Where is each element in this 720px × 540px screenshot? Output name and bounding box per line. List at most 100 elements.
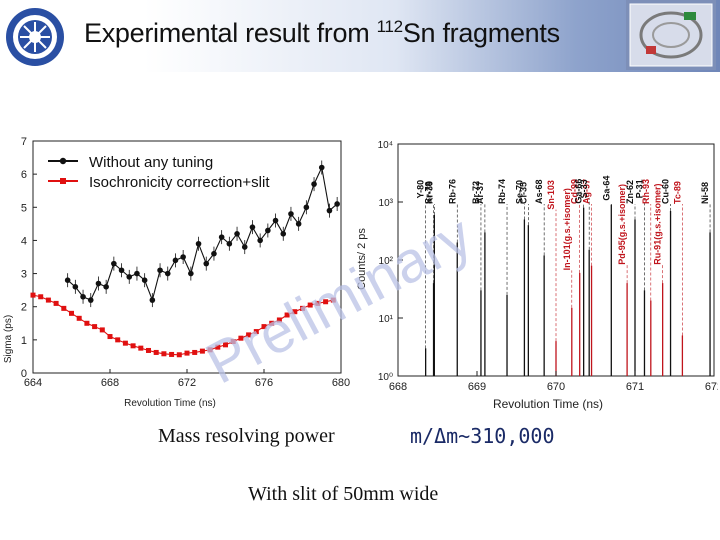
data-point-black <box>280 231 287 237</box>
peak-label: Ag-97 <box>582 179 592 204</box>
page-title: Experimental result from 112Sn fragments <box>84 17 560 49</box>
university-logo-icon <box>6 8 64 66</box>
right-y-axis-label: Counts/ 2 ps <box>356 228 368 290</box>
left-y-tick-label: 7 <box>21 136 27 148</box>
data-point-red <box>30 292 36 298</box>
data-point-black <box>111 260 117 267</box>
data-point-red <box>76 315 82 321</box>
left-y-tick-label: 2 <box>21 302 27 314</box>
data-point-black <box>226 240 233 247</box>
right-y-tick-label: 10⁰ <box>378 372 393 383</box>
data-point-black <box>318 164 325 171</box>
left-x-axis-label: Revolution Time (ns) <box>124 398 216 409</box>
left-x-tick-label: 664 <box>24 377 42 389</box>
data-point-red <box>307 302 313 308</box>
data-point-red <box>223 342 228 348</box>
data-point-black <box>334 201 340 207</box>
right-y-tick-label: 10³ <box>379 198 394 209</box>
peak-label: Rh-93 <box>641 179 651 204</box>
data-point-black <box>288 211 294 217</box>
data-point-red <box>161 351 167 357</box>
data-point-black <box>164 270 171 277</box>
series-line-red <box>32 294 334 356</box>
data-point-black <box>265 227 271 234</box>
left-y-tick-label: 6 <box>21 169 27 181</box>
data-point-black <box>257 237 263 244</box>
peak-label: Cu-60 <box>661 179 671 204</box>
storage-ring-photo-icon <box>626 0 716 70</box>
data-point-black <box>311 181 317 187</box>
data-point-red <box>53 300 59 306</box>
left-x-tick-label: 680 <box>332 377 350 389</box>
data-point-black <box>295 221 302 227</box>
data-point-black <box>195 240 202 247</box>
left-y-tick-label: 1 <box>21 335 27 347</box>
left-y-tick-label: 4 <box>21 235 27 247</box>
peak-label: P-31 <box>634 179 644 198</box>
right-x-axis-label: Revolution Time (ns) <box>493 397 603 411</box>
data-point-red <box>315 300 321 306</box>
data-point-red <box>130 343 136 349</box>
peak-label: Br-72 <box>471 181 481 204</box>
data-point-black <box>218 234 225 240</box>
data-point-red <box>99 327 105 333</box>
data-point-red <box>84 320 90 326</box>
legend-label-red: Isochronicity correction+slit <box>89 174 270 191</box>
title-banner <box>0 0 720 72</box>
data-point-black <box>249 224 256 230</box>
left-y-tick-label: 0 <box>21 368 27 380</box>
data-point-red <box>323 299 329 305</box>
data-point-red <box>45 297 51 303</box>
data-point-red <box>330 297 336 303</box>
data-point-black <box>72 284 79 290</box>
data-point-red <box>69 310 74 316</box>
title-suffix: Sn fragments <box>402 18 560 48</box>
data-point-black <box>303 204 310 211</box>
data-point-red <box>92 324 98 330</box>
title-prefix: Experimental result from <box>84 18 377 48</box>
data-point-black <box>64 277 71 283</box>
data-point-red <box>169 351 175 357</box>
left-x-tick-label: 668 <box>101 377 119 389</box>
peak-label: As-68 <box>534 179 544 204</box>
peak-label: Zn-62 <box>625 180 635 204</box>
peak-label: Ru-91(g.s.+isomer) <box>653 184 663 265</box>
right-x-tick-label: 670 <box>547 381 565 393</box>
peak-label: Sr-78 <box>424 181 434 204</box>
peak-label: Kr-39 <box>424 181 434 204</box>
peak-label: Cl-35 <box>518 182 528 204</box>
data-point-red <box>253 329 259 335</box>
data-point-red <box>146 347 151 353</box>
data-point-red <box>153 349 159 355</box>
peak-label: Ni-58 <box>700 182 710 204</box>
data-point-red <box>238 335 244 341</box>
data-point-black <box>149 297 156 303</box>
data-point-black <box>103 284 109 290</box>
legend-label-black: Without any tuning <box>89 154 213 171</box>
data-point-black <box>180 254 186 260</box>
data-point-black <box>157 267 163 274</box>
right-y-tick-label: 10⁴ <box>378 140 393 151</box>
watermark-text: Preliminary <box>200 203 482 397</box>
right-x-tick-label: 671 <box>626 381 644 393</box>
left-x-tick-label: 676 <box>255 377 273 389</box>
data-point-black <box>211 250 217 257</box>
title-superscript: 112 <box>376 17 404 36</box>
peak-label: In-101(g.s.+isomer) <box>562 188 572 270</box>
data-point-red <box>269 320 275 326</box>
right-x-tick-label: 672 <box>705 381 718 393</box>
data-point-black <box>326 207 333 214</box>
slit-caption: With slit of 50mm wide <box>248 483 439 505</box>
peak-label: Se-70 <box>514 180 524 204</box>
mass-resolving-value: m/Δm~310,000 <box>410 424 555 448</box>
data-point-red <box>284 312 290 318</box>
data-point-red <box>122 340 128 346</box>
data-point-red <box>184 350 190 356</box>
legend-marker-red <box>60 178 66 184</box>
left-y-tick-label: 5 <box>21 202 27 214</box>
data-point-black <box>141 277 148 283</box>
data-point-red <box>246 332 252 338</box>
peak-label: Sn-103 <box>546 180 556 210</box>
data-point-red <box>192 349 198 355</box>
